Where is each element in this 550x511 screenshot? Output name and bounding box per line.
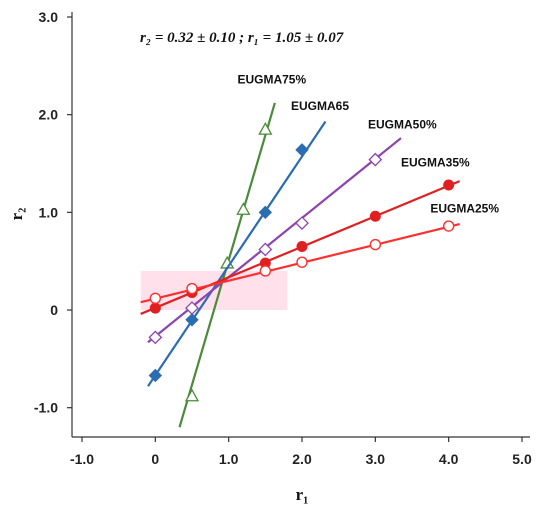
data-point [295, 143, 309, 157]
series-label: EUGMA25% [430, 201, 499, 215]
x-tick-label: 5.0 [512, 451, 532, 467]
series-label: EUGMA75% [237, 72, 306, 86]
data-point [185, 313, 199, 327]
data-point [296, 256, 308, 268]
series-label: EUGMA50% [368, 117, 437, 131]
x-ticks: -1.0 0 1.0 2.0 3.0 4.0 5.0 [70, 437, 532, 467]
data-point [259, 265, 272, 277]
data-point [185, 301, 199, 315]
y-tick-label: 1.0 [39, 204, 59, 220]
fit-annotation: r₂ = 0.32 ± 0.10 ; r₁ = 1.05 ± 0.07 [140, 30, 344, 46]
data-point [148, 368, 163, 383]
x-tick-label: -1.0 [70, 451, 94, 467]
data-point [149, 292, 162, 305]
x-axis-title: r₁ [296, 485, 309, 504]
data-point [442, 220, 455, 232]
x-tick-label: 0 [151, 451, 159, 467]
y-axis-title: r₂ [7, 208, 26, 221]
x-tick-label: 3.0 [366, 451, 386, 467]
fit-line [147, 137, 402, 344]
series-eugma25-: EUGMA25% [140, 201, 499, 305]
data-point [186, 282, 198, 295]
y-tick-label: 0 [50, 302, 58, 318]
series-layer: EUGMA75% EUGMA65 EUGMA50% EUGMA35% EUGMA25% [140, 72, 499, 428]
y-tick-label: 3.0 [39, 9, 59, 25]
data-point [149, 302, 161, 314]
series-label: EUGMA65 [291, 99, 349, 113]
series-eugma50-: EUGMA50% [147, 117, 437, 345]
y-tick-label: -1.0 [34, 400, 58, 416]
data-point [258, 121, 273, 135]
data-point [148, 330, 163, 345]
y-tick-label: 2.0 [39, 107, 59, 123]
series-eugma65: EUGMA65 [147, 99, 349, 387]
data-point [369, 210, 381, 222]
x-tick-label: 2.0 [292, 451, 312, 467]
data-point [184, 388, 200, 402]
data-point [258, 242, 273, 257]
fit-line [147, 120, 327, 387]
y-ticks: -1.0 0 1.0 2.0 3.0 [34, 9, 72, 416]
x-tick-label: 4.0 [439, 451, 459, 467]
data-point [368, 152, 383, 167]
series-label: EUGMA35% [401, 155, 470, 169]
data-point [296, 241, 308, 253]
data-point [295, 216, 309, 231]
x-tick-label: 1.0 [219, 451, 239, 467]
data-point [369, 238, 382, 251]
data-point [443, 179, 455, 191]
data-point [236, 202, 251, 215]
data-point [258, 205, 273, 220]
series-eugma75-: EUGMA75% [178, 72, 306, 428]
